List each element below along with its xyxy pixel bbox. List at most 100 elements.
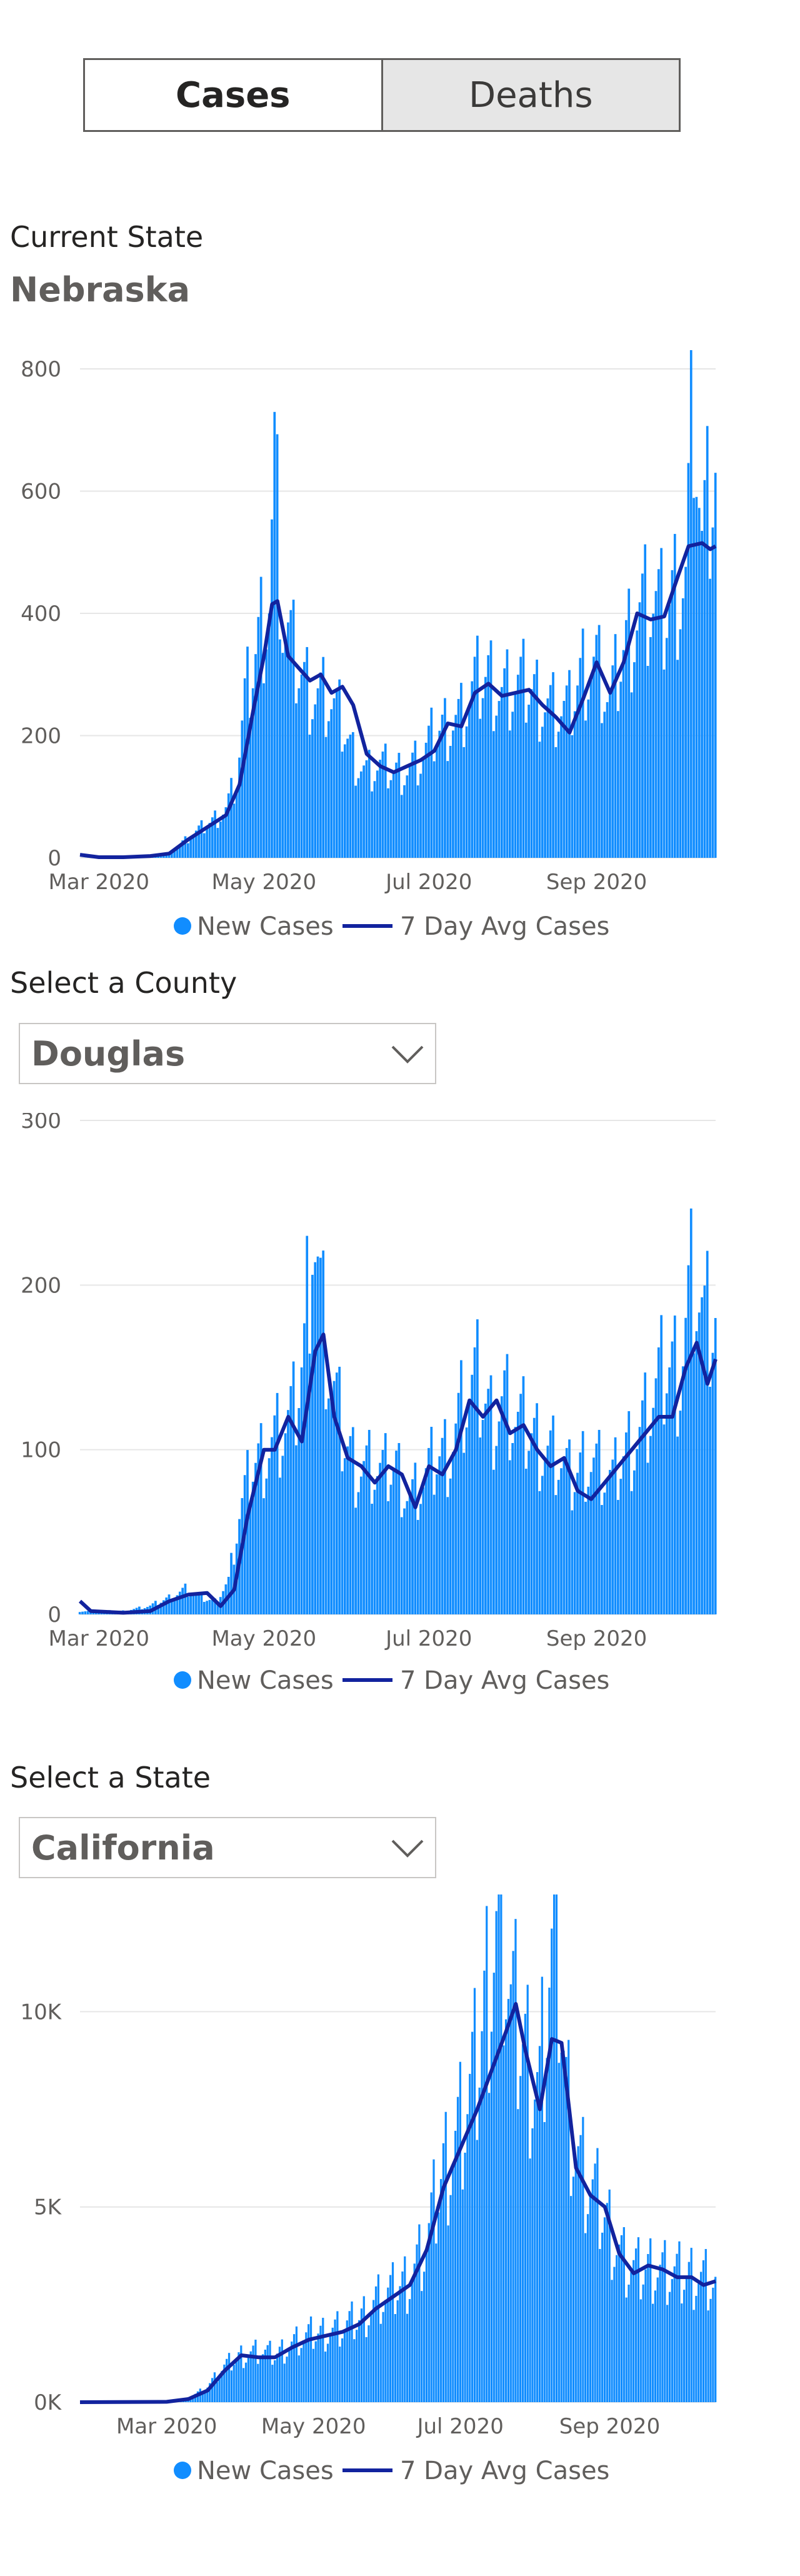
- bar: [642, 2284, 644, 2402]
- bar: [532, 674, 536, 858]
- bar: [514, 692, 517, 858]
- bar: [312, 2348, 314, 2402]
- bar: [381, 1450, 384, 1614]
- bar: [681, 598, 684, 858]
- bar: [452, 1452, 454, 1614]
- bar: [524, 2013, 526, 2402]
- bar: [159, 1602, 162, 1614]
- bar: [568, 670, 571, 858]
- bar: [189, 839, 192, 858]
- bar: [483, 1970, 486, 2402]
- bar: [316, 688, 319, 858]
- bar: [379, 2323, 382, 2402]
- tab-deaths[interactable]: Deaths: [382, 58, 681, 132]
- bar: [271, 2365, 274, 2402]
- bar: [632, 2260, 635, 2402]
- bar: [673, 2266, 676, 2402]
- bar: [454, 715, 458, 858]
- legend-line-label: 7 Day Avg Cases: [400, 2457, 609, 2485]
- bar: [506, 1354, 509, 1614]
- y-tick-label: 300: [21, 1113, 61, 1134]
- bar: [579, 2135, 582, 2402]
- bar: [86, 1611, 89, 1614]
- bar: [618, 2244, 621, 2402]
- bar: [368, 1429, 371, 1614]
- bar: [438, 1456, 441, 1614]
- bar: [295, 2326, 298, 2402]
- bar: [259, 2358, 262, 2402]
- bar: [685, 2276, 688, 2402]
- bar: [503, 1370, 506, 1614]
- bar: [438, 730, 441, 858]
- bar: [438, 2212, 440, 2402]
- bar: [614, 1437, 617, 1614]
- bar: [365, 760, 368, 858]
- bar: [557, 732, 560, 858]
- bar: [379, 1462, 381, 1614]
- bar: [555, 1894, 558, 2402]
- bar: [654, 2290, 657, 2402]
- county-dropdown[interactable]: Douglas: [19, 1023, 436, 1084]
- bar: [194, 1594, 198, 1614]
- state-dropdown[interactable]: California: [19, 1817, 436, 1878]
- bar: [264, 2349, 266, 2402]
- bar: [254, 2340, 257, 2402]
- bar: [452, 730, 454, 858]
- bar: [449, 745, 452, 858]
- tab-cases[interactable]: Cases: [83, 58, 383, 132]
- bar: [665, 638, 668, 858]
- bar: [695, 496, 698, 858]
- bar: [411, 752, 414, 858]
- bar: [476, 1319, 479, 1614]
- bar: [308, 1353, 311, 1614]
- bar: [668, 2292, 671, 2402]
- bar: [486, 1906, 488, 2402]
- bar: [619, 1479, 622, 1614]
- bar: [573, 711, 576, 858]
- bar: [362, 2296, 365, 2402]
- bar: [707, 2310, 709, 2402]
- bar: [202, 1602, 206, 1614]
- bar: [327, 1398, 330, 1614]
- bar: [462, 747, 466, 858]
- bar: [249, 718, 252, 858]
- bar: [471, 2031, 474, 2402]
- bar: [360, 2308, 363, 2402]
- bar: [557, 1479, 560, 1614]
- bar: [636, 1449, 639, 1614]
- bar: [432, 1494, 436, 1614]
- bar: [329, 2335, 331, 2402]
- bar: [226, 2358, 228, 2402]
- bar: [330, 709, 333, 858]
- bar: [230, 2370, 233, 2402]
- bar: [487, 1389, 490, 1614]
- bar: [394, 2314, 396, 2402]
- bar: [336, 2311, 339, 2402]
- bar: [243, 678, 246, 858]
- bar: [454, 1423, 458, 1614]
- bar: [565, 1447, 568, 1614]
- y-tick-label: 0K: [34, 2390, 62, 2415]
- bar: [638, 1427, 641, 1614]
- bar: [398, 1442, 401, 1614]
- bar: [341, 1471, 344, 1614]
- bar: [351, 732, 354, 858]
- bar: [332, 698, 336, 858]
- bar: [370, 2313, 372, 2402]
- bar: [243, 1475, 246, 1614]
- bar: [219, 821, 222, 858]
- bar: [353, 2339, 356, 2402]
- bar: [446, 1497, 449, 1614]
- bar: [416, 785, 419, 858]
- bar: [241, 720, 244, 858]
- bar: [698, 1312, 701, 1614]
- bar: [574, 2160, 577, 2402]
- y-tick-label: 100: [21, 1438, 61, 1463]
- bar: [544, 712, 546, 858]
- bar: [389, 2275, 392, 2402]
- bar: [283, 2363, 286, 2402]
- bar: [322, 657, 325, 858]
- bar: [562, 700, 566, 858]
- bar-series: [81, 1894, 717, 2402]
- bar: [257, 2363, 259, 2402]
